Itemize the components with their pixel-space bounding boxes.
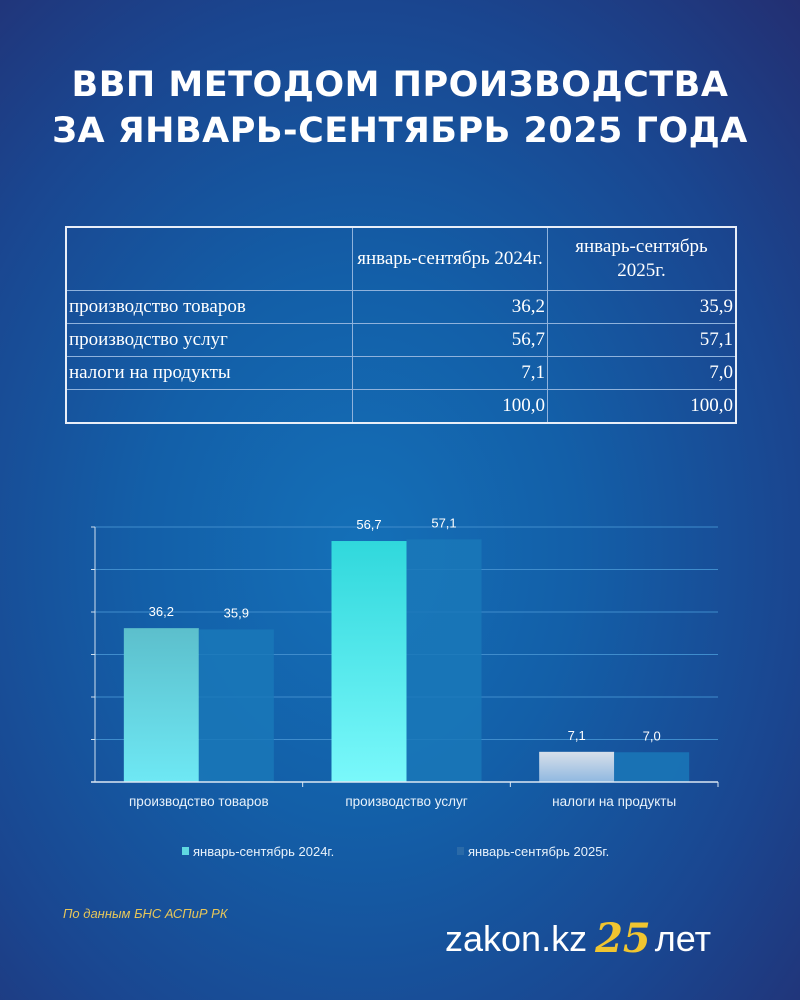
table-row: налоги на продукты 7,1 7,0	[65, 356, 737, 390]
legend-label: январь-сентябрь 2024г.	[193, 844, 334, 859]
logo-text: zakon.kz	[445, 917, 588, 959]
bar	[331, 541, 407, 782]
data-label: 57,1	[431, 515, 456, 530]
header-cell: январь-сентябрь 2025г.	[547, 226, 737, 291]
row-label: налоги на продукты	[65, 356, 353, 390]
title-line-1: ВВП МЕТОДОМ ПРОИЗВОДСТВА	[71, 65, 729, 105]
cell-value: 7,1	[352, 356, 548, 390]
cell-value: 57,1	[547, 323, 737, 357]
data-label: 7,0	[643, 728, 661, 743]
table-header-row: январь-сентябрь 2024г. январь-сентябрь 2…	[65, 226, 737, 291]
legend-swatch	[182, 847, 189, 855]
data-label: 36,2	[149, 604, 174, 619]
cell-value: 100,0	[352, 389, 548, 424]
bar	[406, 539, 482, 782]
data-label: 56,7	[356, 517, 381, 532]
page-title: ВВП МЕТОДОМ ПРОИЗВОДСТВА ЗА ЯНВАРЬ-СЕНТЯ…	[0, 62, 800, 154]
bar	[614, 752, 690, 782]
table-row: производство товаров 36,2 35,9	[65, 290, 737, 324]
legend-swatch	[457, 847, 464, 855]
bar-chart: 36,2 35,9 производство товаров 56,7 57,1 прои…	[91, 515, 719, 859]
legend-label: январь-сентябрь 2025г.	[468, 844, 609, 859]
x-tick-label: налоги на продукты	[552, 794, 676, 809]
bar	[539, 751, 615, 782]
logo-suffix: лет	[654, 917, 712, 959]
zakon-logo: zakon.kz 25 лет	[445, 915, 711, 962]
bar	[123, 628, 199, 782]
data-source-note: По данным БНС АСПиР РК	[63, 906, 228, 921]
table-row: 100,0 100,0	[65, 389, 737, 424]
title-line-2: ЗА ЯНВАРЬ-СЕНТЯБРЬ 2025 ГОДА	[52, 111, 748, 151]
cell-value: 56,7	[352, 323, 548, 357]
row-label	[65, 389, 353, 424]
cell-value: 35,9	[547, 290, 737, 324]
cell-value: 100,0	[547, 389, 737, 424]
logo-anniversary-number: 25	[595, 915, 651, 962]
cell-value: 7,0	[547, 356, 737, 390]
header-cell: январь-сентябрь 2024г.	[352, 226, 548, 291]
data-label: 35,9	[224, 605, 249, 620]
gdp-table: январь-сентябрь 2024г. январь-сентябрь 2…	[65, 226, 737, 424]
data-label: 7,1	[568, 728, 586, 743]
x-tick-label: производство товаров	[129, 794, 269, 809]
header-cell	[65, 226, 353, 291]
row-label: производство услуг	[65, 323, 353, 357]
cell-value: 36,2	[352, 290, 548, 324]
bar	[198, 629, 274, 782]
x-tick-label: производство услуг	[345, 794, 467, 809]
table-row: производство услуг 56,7 57,1	[65, 323, 737, 357]
row-label: производство товаров	[65, 290, 353, 324]
